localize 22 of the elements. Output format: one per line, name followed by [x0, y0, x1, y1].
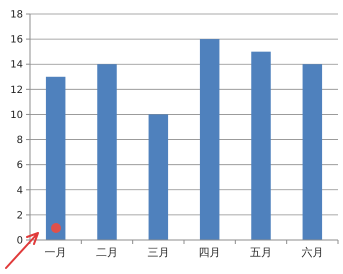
x-tick-label: 四月 [198, 246, 221, 259]
bar [46, 76, 66, 240]
bar [302, 64, 322, 240]
y-tick-label: 18 [10, 10, 23, 20]
y-tick-label: 12 [10, 84, 23, 96]
y-tick-label: 2 [16, 210, 23, 222]
bar [251, 52, 271, 240]
bar [97, 64, 117, 240]
y-tick-label: 0 [16, 236, 23, 246]
y-tick-label: 16 [10, 34, 23, 46]
x-tick-label: 一月 [44, 246, 67, 259]
x-tick-label: 五月 [250, 246, 272, 259]
bar [148, 114, 168, 240]
y-tick-label: 6 [16, 160, 23, 172]
x-tick-label: 二月 [96, 246, 118, 259]
bar [200, 39, 220, 240]
y-tick-label: 4 [16, 185, 23, 196]
y-tick-label: 8 [16, 135, 23, 146]
y-tick-label: 14 [10, 60, 23, 71]
x-tick-label: 六月 [301, 246, 324, 259]
x-tick-label: 三月 [147, 246, 170, 259]
y-tick-label: 10 [10, 110, 23, 121]
